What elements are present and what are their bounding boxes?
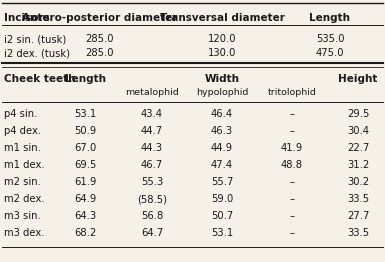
Text: 50.7: 50.7 <box>211 211 233 221</box>
Text: –: – <box>290 126 295 136</box>
Text: 44.7: 44.7 <box>141 126 163 136</box>
Text: m1 dex.: m1 dex. <box>4 160 45 170</box>
Text: 33.5: 33.5 <box>347 228 369 238</box>
Text: m2 sin.: m2 sin. <box>4 177 41 187</box>
Text: i2 dex. (tusk): i2 dex. (tusk) <box>4 48 70 58</box>
Text: 285.0: 285.0 <box>86 48 114 58</box>
Text: Length: Length <box>65 74 105 84</box>
Text: 50.9: 50.9 <box>74 126 96 136</box>
Text: –: – <box>290 211 295 221</box>
Text: 46.3: 46.3 <box>211 126 233 136</box>
Text: 120.0: 120.0 <box>208 34 236 44</box>
Text: 535.0: 535.0 <box>316 34 344 44</box>
Text: 68.2: 68.2 <box>74 228 96 238</box>
Text: –: – <box>290 194 295 204</box>
Text: 44.3: 44.3 <box>141 143 163 153</box>
Text: 43.4: 43.4 <box>141 109 163 119</box>
Text: 55.3: 55.3 <box>141 177 163 187</box>
Text: m2 dex.: m2 dex. <box>4 194 45 204</box>
Text: 48.8: 48.8 <box>281 160 303 170</box>
Text: –: – <box>290 177 295 187</box>
Text: Height: Height <box>338 74 378 84</box>
Text: –: – <box>290 109 295 119</box>
Text: 30.2: 30.2 <box>347 177 369 187</box>
Text: 285.0: 285.0 <box>86 34 114 44</box>
Text: 69.5: 69.5 <box>74 160 96 170</box>
Text: Antero-posterior diameter: Antero-posterior diameter <box>22 13 178 23</box>
Text: 56.8: 56.8 <box>141 211 163 221</box>
Text: (58.5): (58.5) <box>137 194 167 204</box>
Text: 44.9: 44.9 <box>211 143 233 153</box>
Text: i2 sin. (tusk): i2 sin. (tusk) <box>4 34 66 44</box>
Text: 55.7: 55.7 <box>211 177 233 187</box>
Text: tritolophid: tritolophid <box>268 88 316 97</box>
Text: 46.4: 46.4 <box>211 109 233 119</box>
Text: Cheek teeth: Cheek teeth <box>4 74 75 84</box>
Text: m3 dex.: m3 dex. <box>4 228 45 238</box>
Text: hypolophid: hypolophid <box>196 88 248 97</box>
Text: Incisors: Incisors <box>4 13 50 23</box>
Text: Transversal diameter: Transversal diameter <box>159 13 285 23</box>
Text: 30.4: 30.4 <box>347 126 369 136</box>
Text: Length: Length <box>310 13 350 23</box>
Text: 22.7: 22.7 <box>347 143 369 153</box>
Text: 130.0: 130.0 <box>208 48 236 58</box>
Text: 61.9: 61.9 <box>74 177 96 187</box>
Text: –: – <box>290 228 295 238</box>
Text: 46.7: 46.7 <box>141 160 163 170</box>
Text: metalophid: metalophid <box>125 88 179 97</box>
Text: Width: Width <box>204 74 239 84</box>
Text: p4 sin.: p4 sin. <box>4 109 37 119</box>
Text: 475.0: 475.0 <box>316 48 344 58</box>
Text: m1 sin.: m1 sin. <box>4 143 41 153</box>
Text: 27.7: 27.7 <box>347 211 369 221</box>
Text: 59.0: 59.0 <box>211 194 233 204</box>
Text: p4 dex.: p4 dex. <box>4 126 41 136</box>
Text: 29.5: 29.5 <box>347 109 369 119</box>
Text: 47.4: 47.4 <box>211 160 233 170</box>
Text: 53.1: 53.1 <box>211 228 233 238</box>
Text: 64.9: 64.9 <box>74 194 96 204</box>
Text: 64.7: 64.7 <box>141 228 163 238</box>
Text: m3 sin.: m3 sin. <box>4 211 41 221</box>
Text: 64.3: 64.3 <box>74 211 96 221</box>
Text: 67.0: 67.0 <box>74 143 96 153</box>
Text: 31.2: 31.2 <box>347 160 369 170</box>
Text: 33.5: 33.5 <box>347 194 369 204</box>
Text: 41.9: 41.9 <box>281 143 303 153</box>
Text: 53.1: 53.1 <box>74 109 96 119</box>
